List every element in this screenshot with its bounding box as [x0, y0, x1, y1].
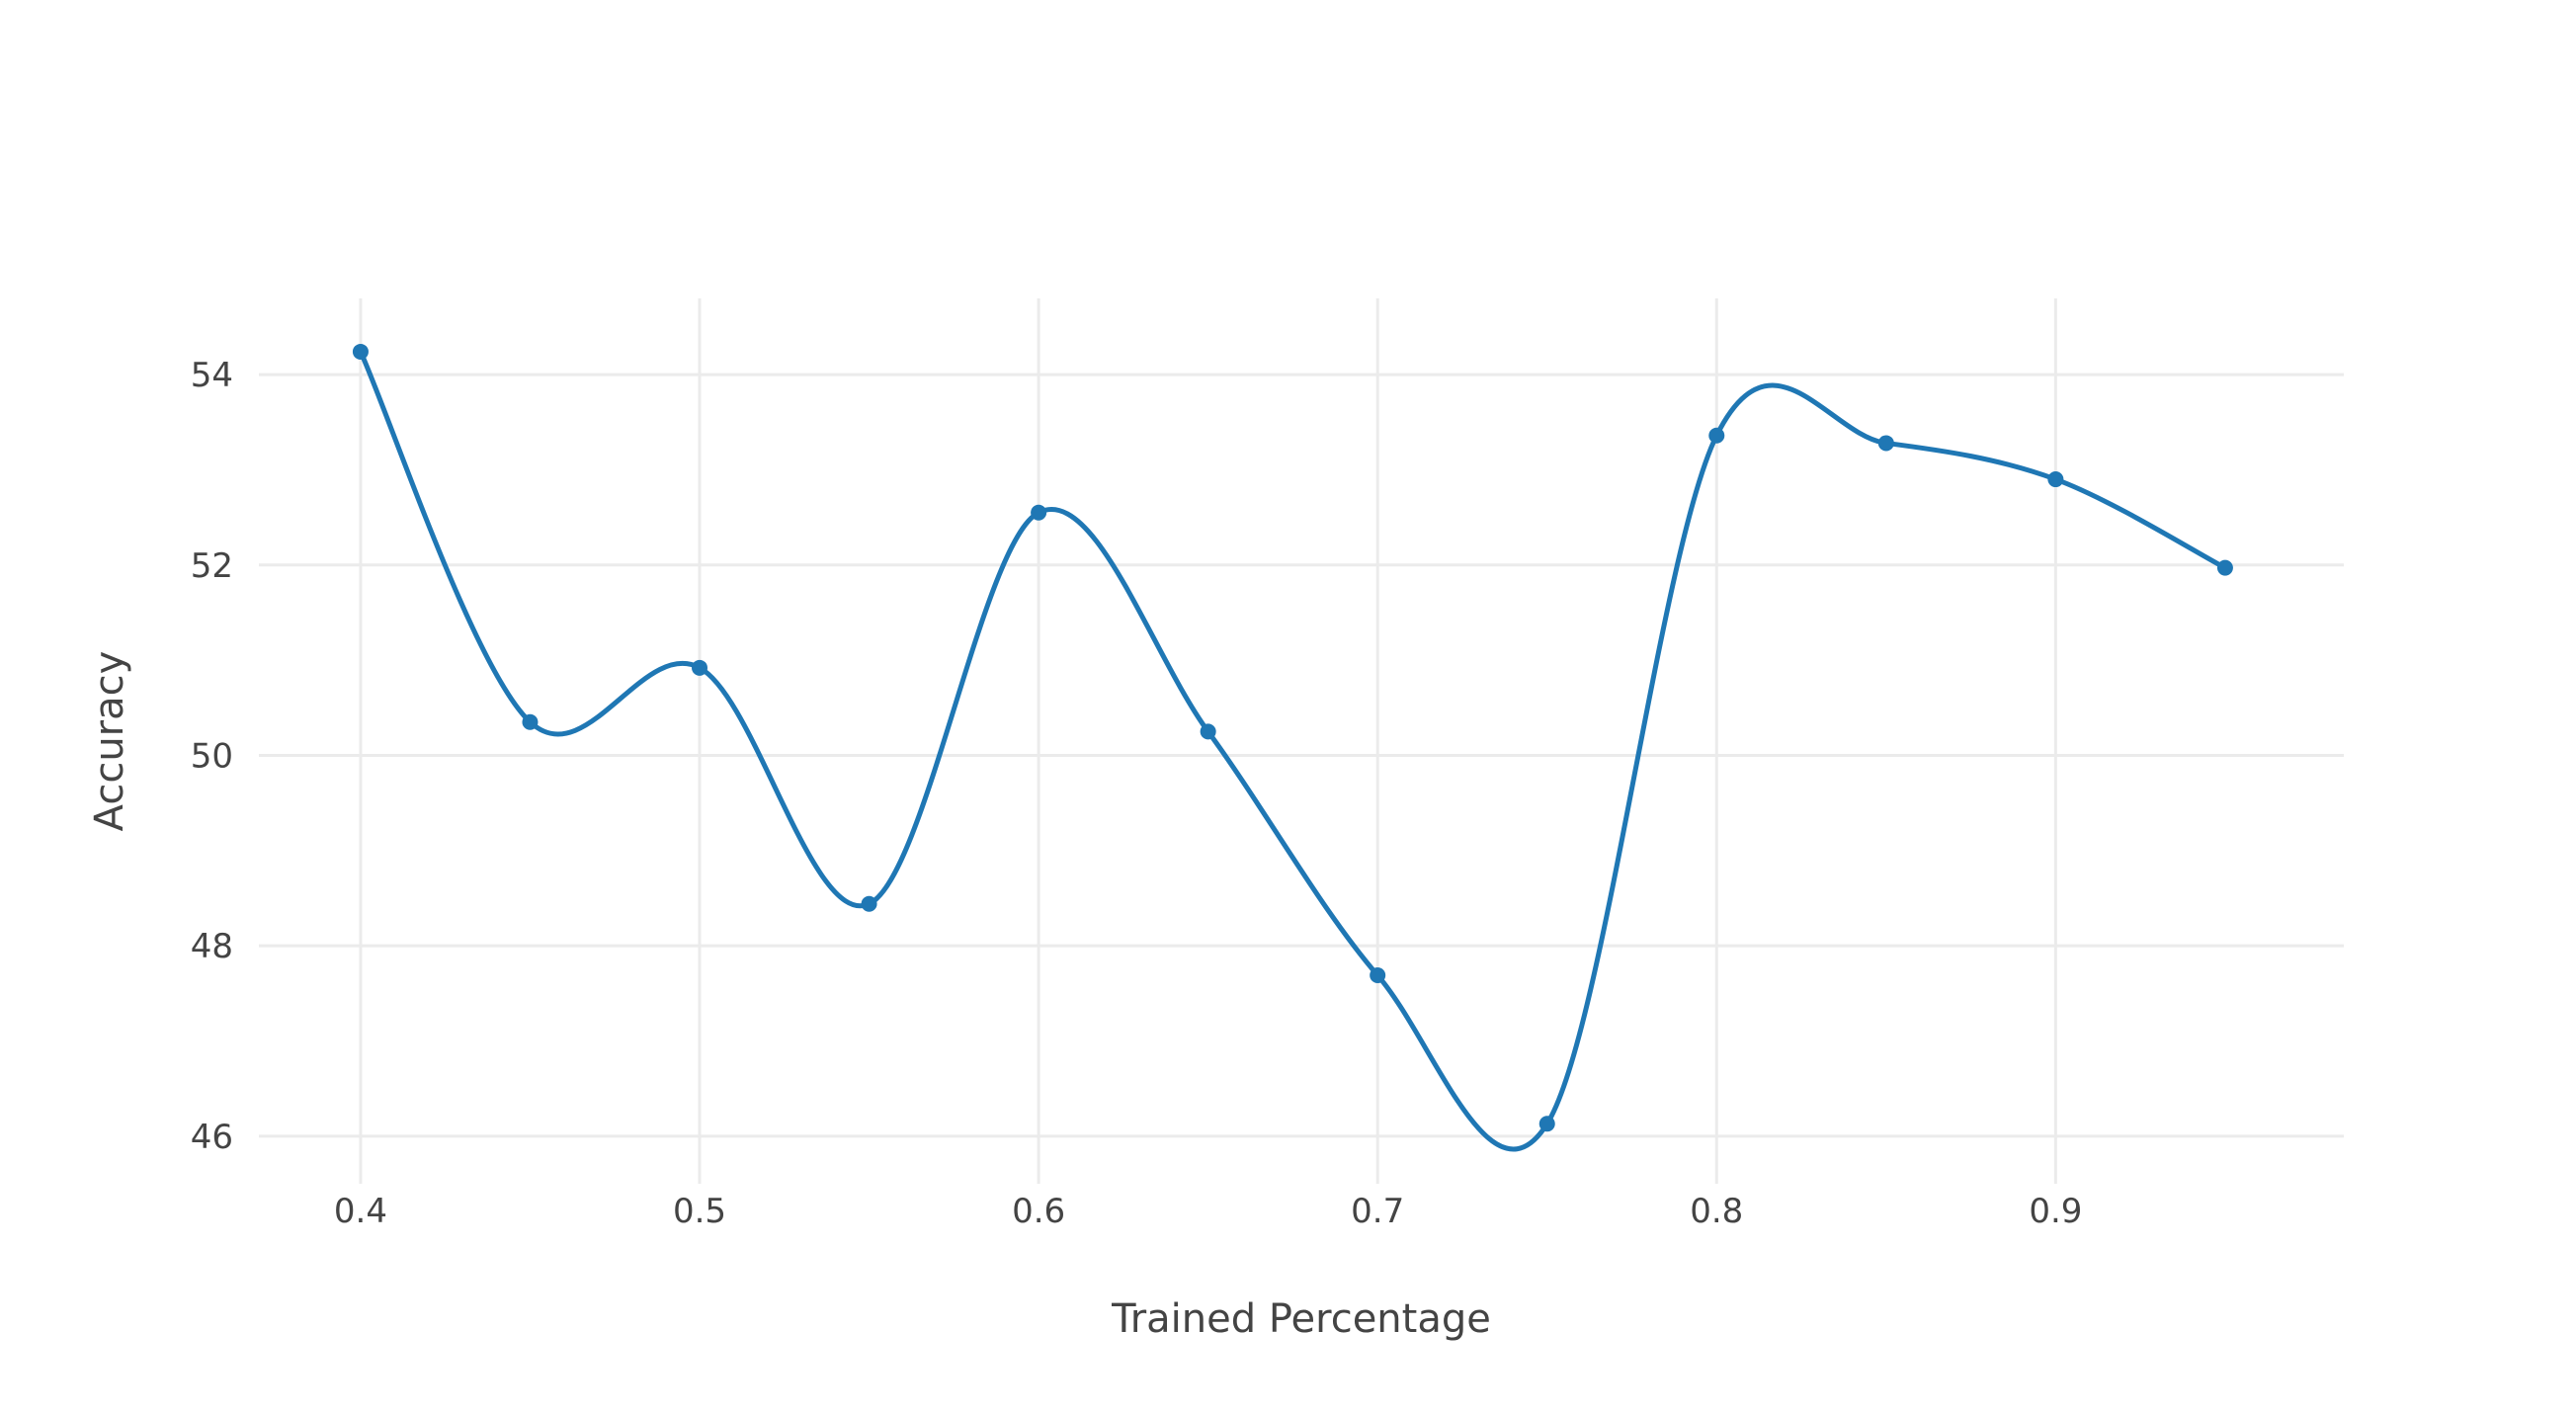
data-point	[1370, 967, 1386, 984]
y-tick-label: 54	[191, 356, 233, 395]
series-layer	[358, 349, 2228, 1152]
data-point	[692, 659, 708, 676]
x-axis-title: Trained Percentage	[1111, 1296, 1491, 1342]
data-point	[1538, 1116, 1555, 1132]
y-gridlines	[259, 373, 2344, 1138]
x-tick-label: 0.4	[334, 1192, 387, 1231]
x-tick-label: 0.5	[673, 1192, 726, 1231]
x-tick-label: 0.6	[1012, 1192, 1065, 1231]
data-point	[352, 343, 369, 360]
y-axis-title: Accuracy	[87, 651, 132, 832]
data-point	[1031, 504, 1047, 521]
data-point	[2047, 471, 2064, 488]
data-point	[2216, 559, 2233, 576]
data-point	[1200, 723, 1216, 740]
y-axis-tick-labels: 46 48 50 52 54	[191, 356, 233, 1157]
x-tick-label: 0.9	[2029, 1192, 2082, 1231]
x-axis-tick-labels: 0.4 0.5 0.6 0.7 0.8 0.9	[334, 1192, 2083, 1231]
points-layer	[352, 343, 2233, 1132]
y-tick-label: 52	[191, 546, 233, 586]
x-tick-label: 0.8	[1690, 1192, 1743, 1231]
x-gridlines	[359, 298, 2057, 1184]
data-point	[1877, 435, 1894, 452]
series-line	[358, 349, 2228, 1152]
y-tick-label: 50	[191, 736, 233, 776]
data-point	[861, 895, 877, 912]
data-point	[1708, 427, 1725, 444]
x-tick-label: 0.7	[1351, 1192, 1404, 1231]
y-tick-label: 46	[191, 1118, 233, 1157]
y-tick-label: 48	[191, 927, 233, 966]
data-point	[522, 713, 539, 730]
